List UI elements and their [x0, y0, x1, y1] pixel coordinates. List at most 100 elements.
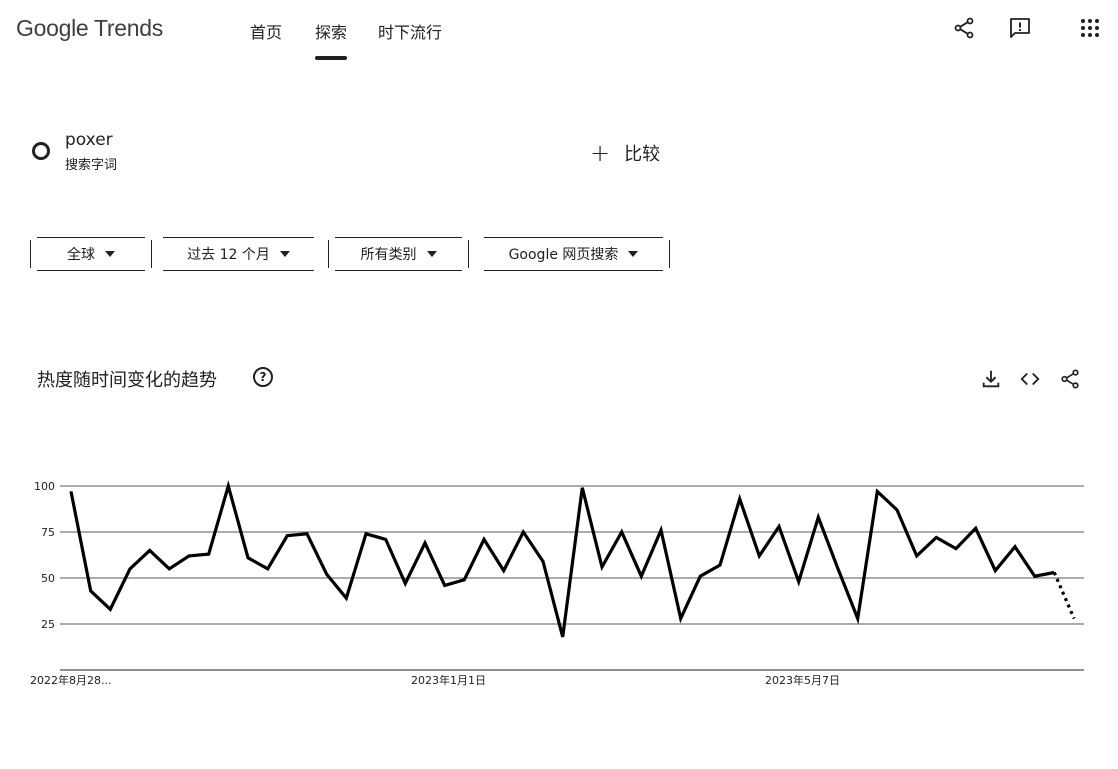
search-term-name[interactable]: poxer: [65, 130, 113, 150]
tab-home[interactable]: 首页: [250, 19, 282, 59]
data-point: [1054, 572, 1055, 573]
data-point: [425, 543, 426, 544]
series-line-poxer: [71, 486, 1054, 637]
embed-icon[interactable]: [1019, 368, 1041, 390]
help-icon[interactable]: ?: [253, 367, 273, 387]
tab-trending-label: 时下流行: [378, 23, 442, 42]
interest-line-chart[interactable]: 100 75 50 25 2022年8月28... 2023年1月1日 2023年5月7日: [0, 470, 1118, 700]
plus-icon: +: [590, 142, 610, 164]
tab-explore[interactable]: 探索: [315, 19, 347, 59]
data-point: [641, 576, 642, 577]
term-color-marker: [32, 142, 50, 160]
data-point: [1074, 618, 1075, 619]
data-point: [130, 568, 131, 569]
download-icon[interactable]: [980, 368, 1002, 390]
data-point: [189, 555, 190, 556]
compare-label: 比较: [624, 140, 660, 166]
data-point: [346, 598, 347, 599]
data-point: [995, 570, 996, 571]
x-tick-label: 2023年5月7日: [765, 673, 840, 687]
data-point: [543, 561, 544, 562]
region-filter-label: 全球: [67, 244, 95, 264]
data-point: [602, 567, 603, 568]
data-point: [366, 533, 367, 534]
google-trends-logo[interactable]: Google Trends: [16, 15, 163, 42]
category-filter-label: 所有类别: [361, 244, 417, 264]
data-point: [405, 583, 406, 584]
data-point: [307, 533, 308, 534]
data-point: [838, 568, 839, 569]
search-type-filter[interactable]: Google 网页搜索: [484, 237, 663, 271]
y-tick-label: 50: [41, 572, 55, 585]
data-point: [444, 585, 445, 586]
share-icon[interactable]: [952, 16, 976, 40]
data-point: [484, 539, 485, 540]
feedback-icon[interactable]: [1008, 16, 1032, 40]
tab-home-label: 首页: [250, 23, 282, 42]
filter-divider: [30, 240, 31, 268]
data-point: [169, 568, 170, 569]
data-point: [975, 528, 976, 529]
data-point: [680, 618, 681, 619]
data-point: [149, 550, 150, 551]
filter-divider: [669, 240, 670, 268]
data-point: [916, 555, 917, 556]
dropdown-caret-icon: [427, 251, 437, 257]
data-point: [464, 579, 465, 580]
data-point: [503, 570, 504, 571]
y-tick-label: 75: [41, 526, 55, 539]
dropdown-caret-icon: [628, 251, 638, 257]
data-point: [1015, 546, 1016, 547]
data-point: [720, 565, 721, 566]
tab-explore-label: 探索: [315, 23, 347, 42]
filter-divider: [151, 240, 152, 268]
tab-trending[interactable]: 时下流行: [378, 19, 442, 59]
data-point: [582, 487, 583, 488]
filter-divider: [468, 240, 469, 268]
time-range-filter-label: 过去 12 个月: [187, 244, 270, 264]
data-point: [326, 574, 327, 575]
share-icon[interactable]: [1059, 368, 1081, 390]
data-point: [661, 530, 662, 531]
x-tick-label: 2023年1月1日: [411, 673, 486, 687]
data-point: [818, 517, 819, 518]
data-point: [287, 535, 288, 536]
x-tick-label: 2022年8月28...: [30, 673, 111, 687]
data-point: [228, 486, 229, 487]
active-tab-indicator: [315, 56, 347, 60]
data-point: [523, 532, 524, 533]
data-point: [956, 548, 957, 549]
search-term-type: 搜索字词: [65, 154, 117, 173]
data-point: [739, 498, 740, 499]
dropdown-caret-icon: [105, 251, 115, 257]
data-point: [562, 636, 563, 637]
data-point: [621, 532, 622, 533]
series-line-partial: [1054, 573, 1074, 619]
apps-grid-icon[interactable]: [1078, 16, 1102, 40]
search-type-filter-label: Google 网页搜索: [509, 244, 619, 264]
interest-over-time-title: 热度随时间变化的趋势: [37, 366, 217, 392]
data-point: [936, 537, 937, 538]
dropdown-caret-icon: [280, 251, 290, 257]
data-point: [385, 539, 386, 540]
data-point: [798, 581, 799, 582]
data-point: [857, 618, 858, 619]
compare-button[interactable]: + 比较: [590, 140, 660, 166]
data-point: [877, 491, 878, 492]
data-point: [759, 555, 760, 556]
data-point: [208, 554, 209, 555]
data-point: [1034, 576, 1035, 577]
data-point: [110, 609, 111, 610]
data-point: [779, 526, 780, 527]
y-tick-label: 100: [34, 480, 55, 493]
category-filter[interactable]: 所有类别: [335, 237, 462, 271]
data-point: [71, 491, 72, 492]
data-point: [897, 509, 898, 510]
filter-divider: [328, 240, 329, 268]
data-point: [90, 590, 91, 591]
region-filter[interactable]: 全球: [37, 237, 145, 271]
data-point: [248, 557, 249, 558]
y-tick-label: 25: [41, 618, 55, 631]
time-range-filter[interactable]: 过去 12 个月: [163, 237, 314, 271]
data-point: [700, 576, 701, 577]
